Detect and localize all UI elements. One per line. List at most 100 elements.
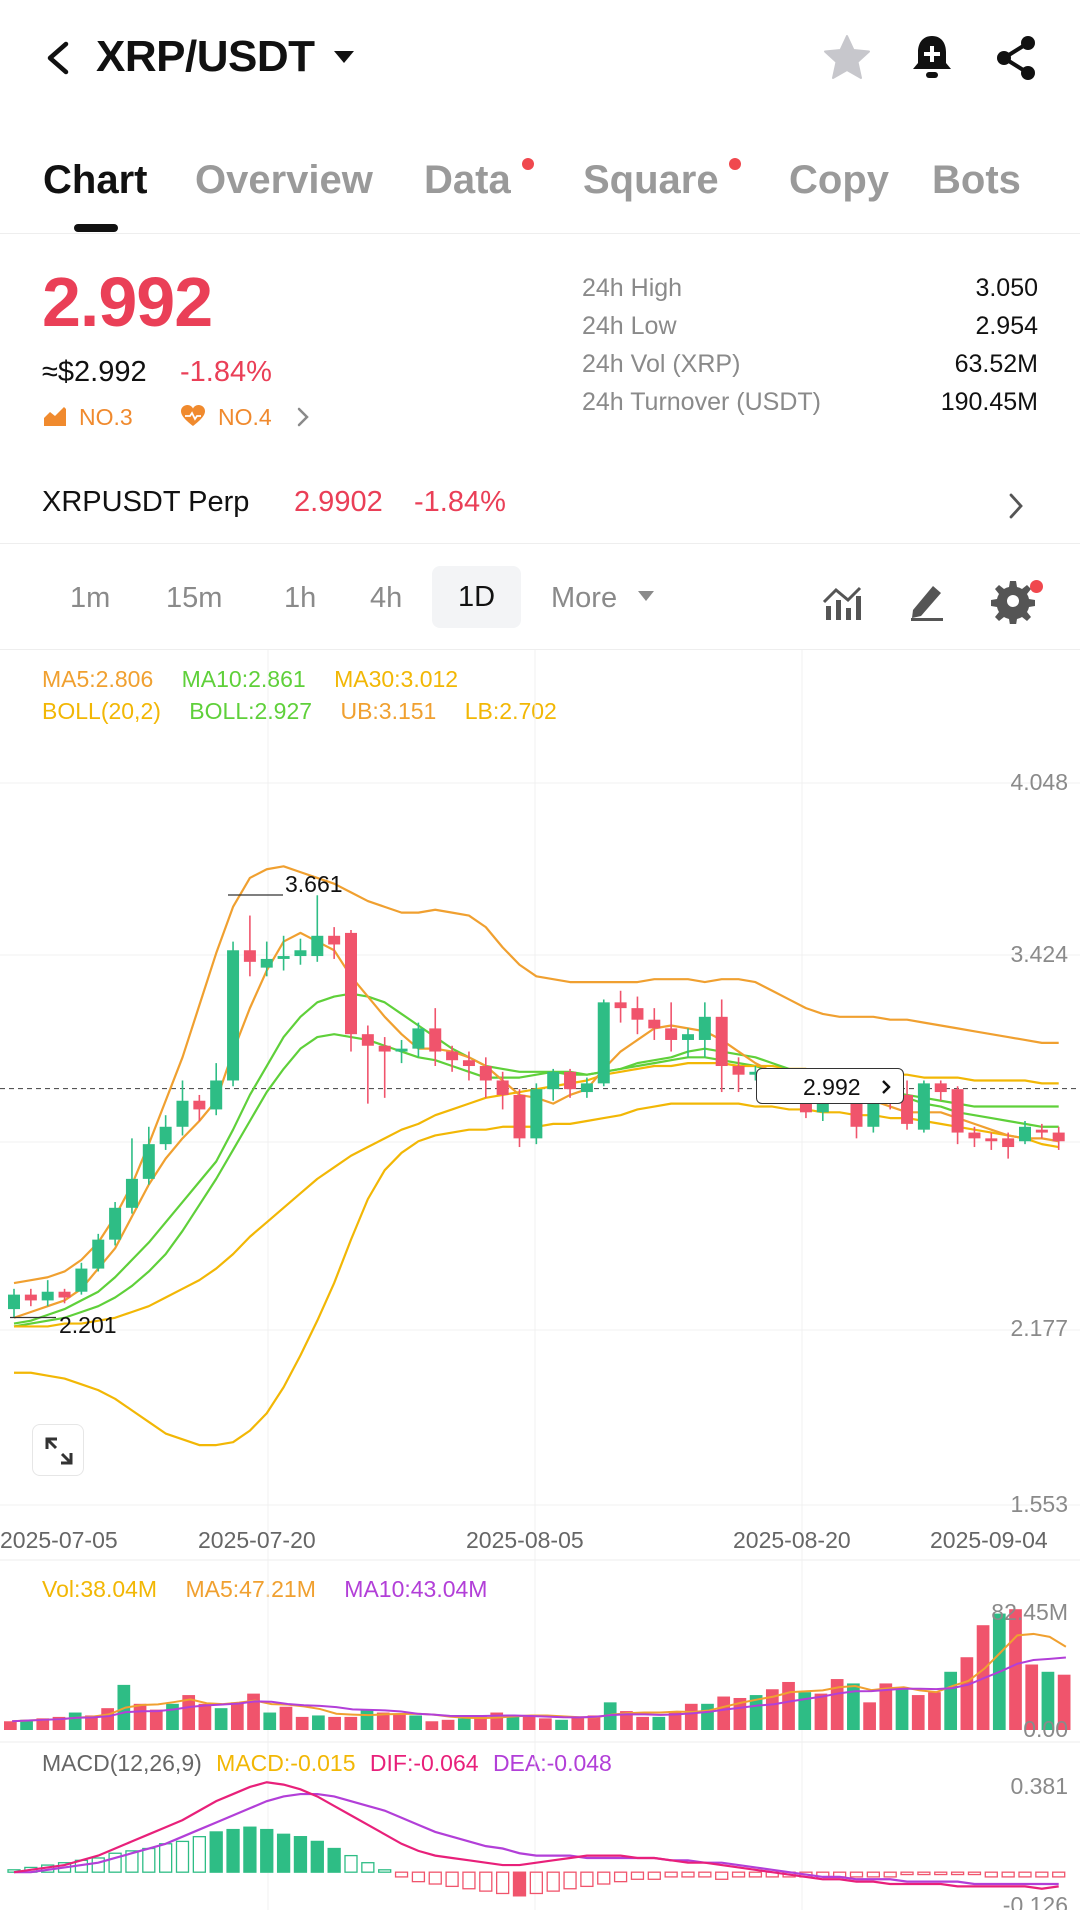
interval-15m[interactable]: 15m	[166, 582, 223, 614]
last-price-tag[interactable]: 2.992	[756, 1068, 904, 1104]
candle-body	[530, 1089, 543, 1139]
volume-bar	[701, 1703, 714, 1730]
candle-body	[1002, 1138, 1015, 1148]
candle-body	[648, 1019, 661, 1029]
interval-1h[interactable]: 1h	[284, 582, 317, 614]
macd-histogram-bar	[613, 1871, 628, 1883]
candle-body	[665, 1028, 678, 1040]
candles	[8, 895, 1065, 1318]
last-price: 2.992	[42, 263, 213, 341]
macd-histogram-bar	[866, 1871, 880, 1878]
stat-row-vol: 24h Vol (XRP) 63.52M	[582, 350, 1038, 388]
caret-down-icon[interactable]	[333, 50, 355, 64]
volume-bar	[911, 1695, 925, 1730]
macd-histogram-bar	[715, 1871, 729, 1880]
stat-value: 2.954	[975, 312, 1038, 340]
price-change: -1.84%	[180, 356, 272, 388]
macd-histogram-bar	[1018, 1871, 1032, 1878]
candle-body	[446, 1051, 459, 1061]
volume-bar	[814, 1693, 828, 1730]
volume-bar	[344, 1716, 358, 1730]
volume-axis-bottom: 0.00	[1023, 1716, 1068, 1742]
macd-histogram-bar	[495, 1871, 510, 1895]
tab-copy[interactable]: Copy	[789, 158, 889, 202]
back-icon[interactable]	[40, 38, 76, 78]
candle-body	[901, 1094, 914, 1124]
fullscreen-button[interactable]	[32, 1424, 84, 1476]
volume-bar	[944, 1671, 958, 1730]
perp-change: -1.84%	[414, 486, 506, 518]
stat-value: 190.45M	[940, 388, 1038, 416]
top-bar: XRP/USDT	[0, 0, 1080, 115]
caret-down-icon[interactable]	[637, 590, 655, 602]
macd-histogram-bar	[378, 1869, 392, 1873]
volume-bar	[798, 1692, 812, 1730]
volume-bars	[4, 1609, 1071, 1730]
stat-label: 24h Low	[582, 312, 677, 340]
candlestick-chart[interactable]	[0, 650, 1080, 1910]
macd-histogram-bar	[310, 1840, 324, 1873]
ma30-legend: MA30:3.012	[334, 666, 459, 692]
volume-bar	[863, 1702, 876, 1730]
volume-bar	[247, 1693, 260, 1730]
candle-body	[513, 1094, 526, 1139]
y-tick-label: 2.177	[1010, 1315, 1068, 1341]
candle-body	[412, 1028, 425, 1049]
candle-body	[395, 1048, 408, 1052]
macd-histogram-bar	[529, 1871, 543, 1895]
macd-value-legend: MACD:-0.015	[216, 1750, 356, 1776]
interval-more[interactable]: More	[551, 582, 618, 614]
candle-body	[41, 1291, 54, 1301]
perp-row[interactable]: XRPUSDT Perp 2.9902 -1.84%	[0, 470, 1080, 544]
indicator-icon[interactable]	[820, 580, 864, 624]
volume-bar	[522, 1715, 536, 1730]
pair-title[interactable]: XRP/USDT	[96, 32, 315, 81]
tab-square[interactable]: Square	[583, 158, 719, 202]
tab-bots[interactable]: Bots	[932, 158, 1021, 202]
candle-body	[92, 1239, 105, 1269]
candle-body	[951, 1089, 964, 1133]
share-icon[interactable]	[992, 33, 1040, 83]
rank-fav[interactable]: NO.4	[218, 404, 272, 430]
star-icon[interactable]	[822, 33, 872, 83]
volume-bar	[733, 1697, 747, 1730]
tab-data[interactable]: Data	[424, 158, 511, 202]
candle-body	[1035, 1129, 1048, 1133]
candle-body	[125, 1178, 138, 1208]
tab-chart[interactable]: Chart	[43, 158, 148, 202]
macd-histogram-bar	[748, 1871, 763, 1878]
tab-overview[interactable]: Overview	[195, 158, 373, 202]
chevron-right-icon[interactable]	[1008, 492, 1024, 520]
candle-body	[698, 1016, 711, 1040]
rank-hot[interactable]: NO.3	[79, 404, 133, 430]
settings-badge	[1030, 580, 1043, 593]
macd-histogram-bar	[1001, 1871, 1015, 1878]
stat-value: 3.050	[975, 274, 1038, 302]
interval-1m[interactable]: 1m	[70, 582, 111, 614]
pencil-icon[interactable]	[905, 578, 949, 622]
volume-bar	[85, 1715, 98, 1730]
volume-bar	[506, 1715, 520, 1730]
stat-row-low: 24h Low 2.954	[582, 312, 1038, 350]
volume-bar	[895, 1687, 909, 1730]
active-tab-indicator	[74, 224, 118, 232]
chevron-right-icon[interactable]	[296, 406, 310, 428]
volume-bar	[1025, 1664, 1039, 1730]
macd-axis-top: 0.381	[1010, 1773, 1068, 1799]
gear-icon[interactable]	[990, 578, 1036, 624]
macd-histogram-bar	[209, 1831, 223, 1873]
interval-4h[interactable]: 4h	[370, 582, 403, 614]
bell-plus-icon[interactable]	[908, 32, 956, 82]
stat-label: 24h High	[582, 274, 683, 302]
volume-legend: Vol:38.04M MA5:47.21M MA10:43.04M	[42, 1576, 487, 1603]
candle-body	[580, 1083, 593, 1093]
macd-histogram-bar	[984, 1871, 998, 1878]
volume-bar	[263, 1712, 277, 1730]
interval-1d[interactable]: 1D	[432, 566, 522, 628]
candle-body	[985, 1138, 998, 1142]
macd-histogram-bar	[681, 1871, 695, 1878]
stat-label: 24h Vol (XRP)	[582, 350, 741, 378]
candle-body	[1019, 1126, 1031, 1142]
macd-histogram-bar	[327, 1847, 341, 1873]
candle-body	[193, 1100, 206, 1110]
